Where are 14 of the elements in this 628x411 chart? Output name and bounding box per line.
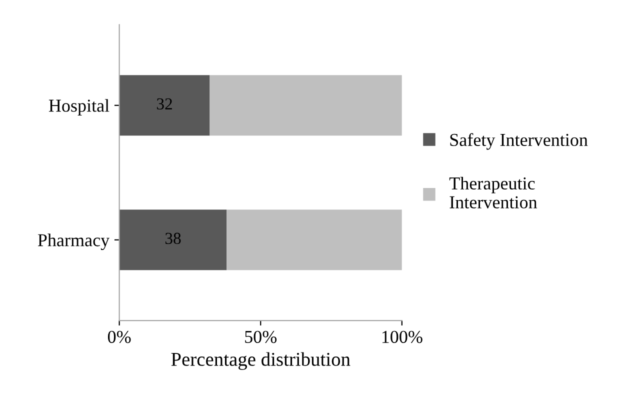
bar [226, 210, 402, 270]
bar [119, 210, 227, 270]
x-axis-title: Percentage distribution [171, 352, 350, 370]
legend-label: Therapeutic Intervention [449, 176, 538, 208]
x-tick-label: 50% [245, 330, 277, 344]
bar [210, 75, 402, 136]
y-tick-label: Hospital [48, 99, 110, 116]
data-label: 38 [165, 232, 181, 244]
legend-label: Safety Intervention [450, 133, 588, 150]
x-tick-label: 0% [108, 330, 131, 344]
x-tick-label: 100% [382, 330, 422, 344]
data-label: 32 [157, 98, 172, 110]
bar [119, 75, 210, 136]
y-tick-label: Pharmacy [38, 234, 110, 250]
